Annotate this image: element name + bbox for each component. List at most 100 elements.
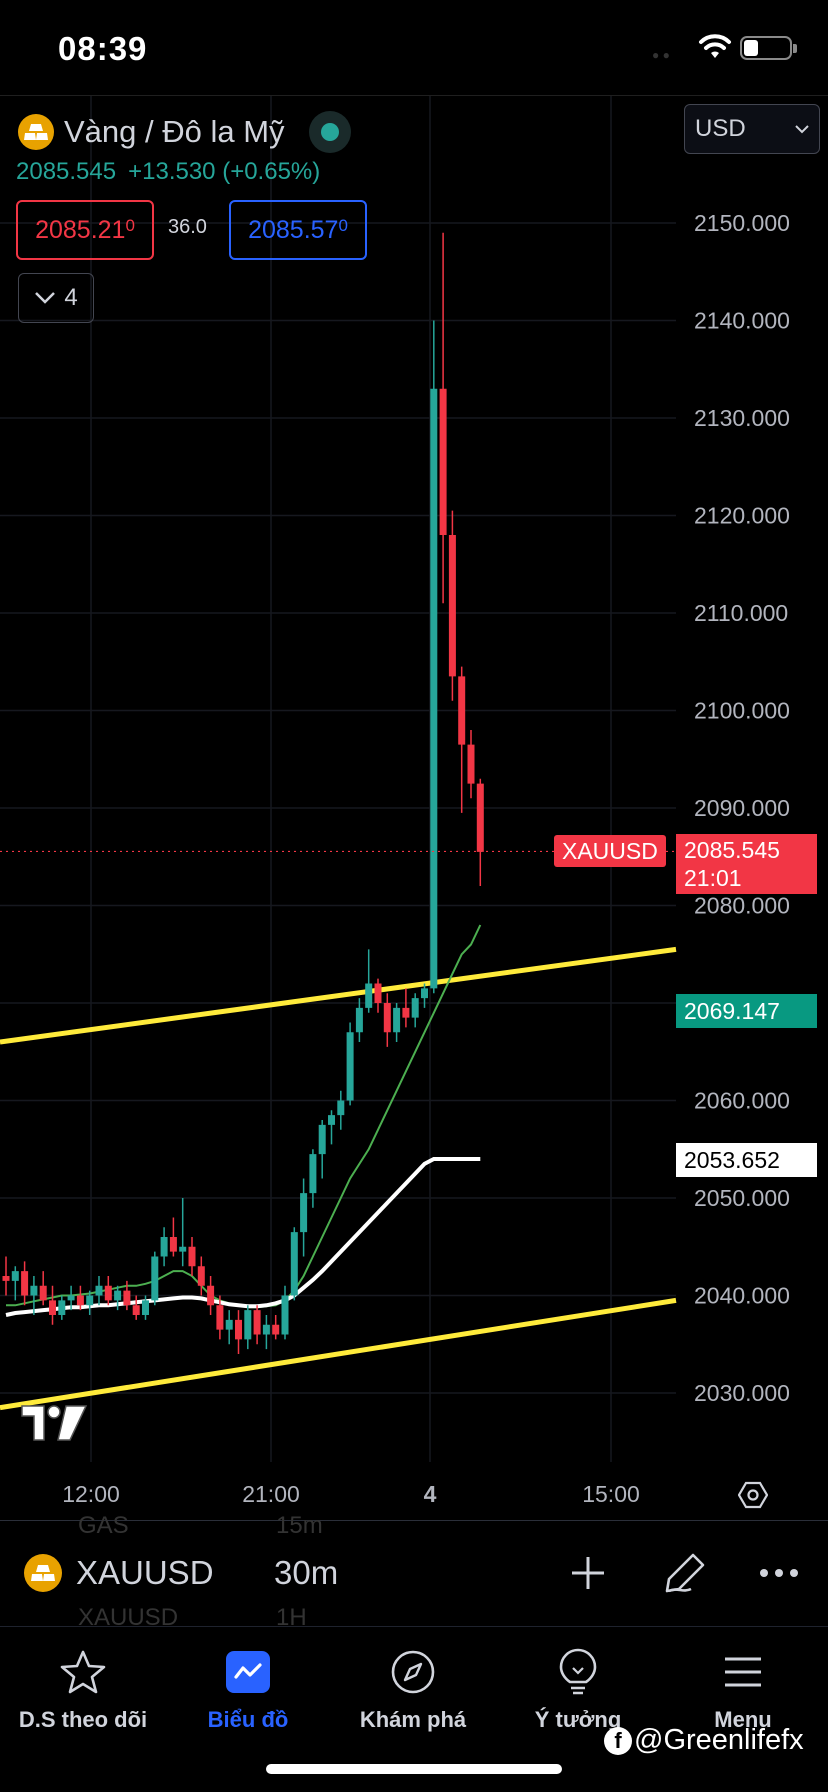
candle bbox=[272, 1315, 280, 1340]
tradingview-logo-icon bbox=[21, 1405, 88, 1441]
nav-label: Khám phá bbox=[359, 1707, 467, 1732]
ellipsis-icon bbox=[760, 1569, 798, 1577]
divider bbox=[0, 95, 828, 96]
candle-body bbox=[439, 388, 447, 535]
candle bbox=[49, 1285, 56, 1325]
ma-slow-price-tag: 2053.652 bbox=[676, 1143, 817, 1177]
bid-price-sup: 0 bbox=[125, 216, 135, 235]
candle bbox=[30, 1276, 38, 1315]
buy-ask-button[interactable]: 2085.57 0 bbox=[229, 200, 367, 260]
home-indicator[interactable] bbox=[266, 1764, 562, 1774]
nav-menu[interactable]: Menu bbox=[660, 1627, 826, 1737]
currency-select[interactable]: USD bbox=[684, 104, 820, 154]
y-tick-label: 2090.000 bbox=[694, 795, 790, 821]
trendline bbox=[0, 1297, 677, 1411]
chart-settings-icon[interactable] bbox=[738, 1480, 768, 1510]
status-time: 08:39 bbox=[58, 30, 148, 67]
trendlines bbox=[0, 946, 677, 1411]
symbol-selector[interactable]: XAUUSD bbox=[76, 1554, 214, 1591]
candle bbox=[439, 232, 447, 604]
candle-body bbox=[272, 1324, 280, 1335]
candle-body bbox=[123, 1290, 131, 1306]
candle bbox=[448, 510, 456, 701]
currency-value: USD bbox=[695, 115, 746, 142]
plus-icon bbox=[572, 1557, 604, 1589]
candle bbox=[309, 1149, 317, 1208]
candle bbox=[123, 1280, 131, 1311]
candle bbox=[142, 1295, 149, 1320]
candle bbox=[411, 993, 419, 1028]
candle-body bbox=[21, 1271, 29, 1296]
candle bbox=[402, 988, 410, 1028]
last-price-tag: 2085.545 21:01 bbox=[676, 834, 817, 894]
nav-label: Biểu đồ bbox=[207, 1707, 289, 1732]
drawing-tools-button[interactable] bbox=[660, 1548, 710, 1598]
market-open-indicator[interactable] bbox=[308, 111, 351, 153]
nav-ideas[interactable]: Ý tưởng bbox=[495, 1627, 661, 1737]
candle-body bbox=[476, 783, 484, 852]
nav-watchlist[interactable]: D.S theo dõi bbox=[0, 1627, 166, 1737]
candle bbox=[225, 1310, 233, 1345]
candle bbox=[430, 320, 438, 994]
chart-grid bbox=[0, 96, 676, 1462]
candle bbox=[393, 1003, 401, 1042]
candle bbox=[11, 1266, 19, 1301]
candles bbox=[2, 232, 484, 1354]
candle-body bbox=[430, 388, 438, 989]
candle bbox=[39, 1271, 47, 1306]
candle bbox=[244, 1305, 252, 1350]
add-button[interactable] bbox=[563, 1548, 613, 1598]
candle bbox=[104, 1276, 112, 1306]
price-change: 2085.545 +13.530 (+0.65%) bbox=[16, 158, 320, 186]
sell-bid-button[interactable]: 2085.21 0 bbox=[16, 200, 154, 260]
candle bbox=[179, 1198, 187, 1267]
candle-body bbox=[346, 1032, 354, 1101]
bid-price: 2085.21 bbox=[35, 215, 126, 244]
symbol-header[interactable]: Vàng / Đô la Mỹ bbox=[18, 110, 351, 154]
status-bar: 08:39 ● ● bbox=[0, 0, 828, 96]
candle bbox=[235, 1310, 242, 1354]
bottom-navigation: D.S theo dõi Biểu đồ Khám phá Ý tưởng Me… bbox=[0, 1627, 828, 1757]
nav-explore[interactable]: Khám phá bbox=[330, 1627, 496, 1737]
candle bbox=[337, 1090, 345, 1130]
chevron-down-icon bbox=[795, 124, 809, 133]
ma-slow-line bbox=[5, 1157, 481, 1317]
candle-body bbox=[132, 1305, 140, 1315]
candle-body bbox=[374, 983, 382, 1003]
watermark-handle: @Greenlifefx bbox=[634, 1724, 804, 1756]
candle-body bbox=[393, 1007, 401, 1033]
candle bbox=[365, 949, 373, 1013]
hamburger-icon bbox=[725, 1657, 761, 1687]
candle-body bbox=[309, 1154, 317, 1194]
candle-body bbox=[290, 1232, 298, 1296]
price-chart[interactable]: 2150.000 2140.000 2130.000 2120.000 2110.000… bbox=[0, 96, 828, 1520]
y-tick-label: 2030.000 bbox=[694, 1380, 790, 1406]
candle-body bbox=[421, 988, 428, 999]
candle bbox=[151, 1251, 159, 1306]
candle bbox=[132, 1295, 140, 1320]
nav-chart[interactable]: Biểu đồ bbox=[165, 1627, 331, 1737]
nav-label: Menu bbox=[714, 1707, 772, 1732]
more-options-button[interactable] bbox=[754, 1548, 804, 1598]
candle-body bbox=[318, 1124, 326, 1155]
last-price: 2085.545 bbox=[16, 158, 117, 185]
candle-body bbox=[262, 1324, 270, 1335]
candle bbox=[318, 1120, 326, 1179]
candle-body bbox=[58, 1300, 66, 1315]
y-axis-labels: 2150.000 2140.000 2130.000 2120.000 2110.000… bbox=[694, 210, 790, 1406]
candle bbox=[95, 1276, 103, 1306]
candle-body bbox=[448, 535, 456, 677]
indicators-toggle-button[interactable]: 4 bbox=[18, 273, 94, 323]
y-tick-label: 2050.000 bbox=[694, 1185, 790, 1211]
candle-body bbox=[207, 1285, 215, 1306]
candle-body bbox=[402, 1007, 410, 1018]
candle-body bbox=[2, 1276, 10, 1281]
candle-body bbox=[244, 1310, 252, 1340]
interval-selector[interactable]: 30m bbox=[274, 1554, 339, 1591]
gold-bars-icon bbox=[18, 114, 54, 150]
candle-body bbox=[30, 1285, 38, 1296]
ma-fast-line bbox=[6, 924, 482, 1309]
ghost-interval-above: 15m bbox=[276, 1512, 323, 1539]
candle-body bbox=[76, 1295, 84, 1306]
ask-price: 2085.57 bbox=[248, 215, 339, 244]
